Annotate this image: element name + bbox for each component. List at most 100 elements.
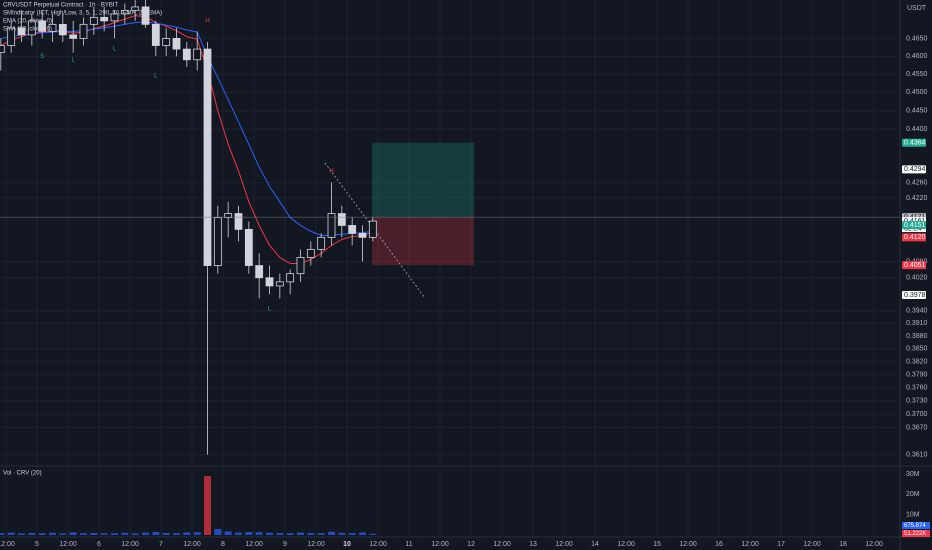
candle-body: [17, 27, 26, 36]
candle-body: [79, 23, 88, 39]
candle-body: [131, 6, 140, 11]
y-tick-label: 0.4600: [906, 53, 928, 60]
volume-bar: [276, 532, 284, 535]
price-tag: [902, 138, 926, 147]
y-tick-label: 0.3760: [906, 384, 928, 391]
price-tag: [902, 165, 926, 174]
y-tick-label: 0.3880: [906, 333, 928, 340]
volume-bar: [297, 532, 304, 535]
candle-body: [120, 9, 129, 15]
candle-body: [38, 20, 47, 32]
candle-body: [182, 48, 191, 61]
volume-tag-label: 51.222K: [904, 531, 926, 537]
price-tag-label: 0.3978: [904, 292, 926, 299]
y-tick-label: 0.4450: [906, 108, 928, 115]
x-tick-label: 12: [467, 541, 475, 548]
x-tick-label: 18: [839, 541, 847, 548]
candle-body: [172, 38, 181, 50]
candle-body: [286, 273, 295, 283]
candle-body: [296, 257, 305, 275]
grid: [0, 0, 900, 537]
candle-body: [224, 213, 233, 218]
y-tick-label: 0.3670: [906, 424, 928, 431]
price-tag: [902, 291, 926, 300]
y-tick-label: 0.4260: [906, 179, 928, 186]
volume-bar: [224, 531, 232, 535]
x-tick-label: 12:00: [431, 541, 449, 548]
volume-bar: [69, 532, 77, 535]
candle-body: [244, 228, 253, 266]
x-tick-label: 11: [405, 541, 412, 548]
symbol: CRVUSDT Perpetual Contract · 1h · BYBIT: [3, 3, 118, 9]
volume-tick-label: 10M: [906, 512, 920, 519]
indicator: SMIndicator (ICT, High/Low, 3, 5, 1, 290…: [3, 11, 162, 17]
x-tick-label: 12:00: [183, 541, 201, 548]
candle-body: [69, 34, 78, 39]
volume-bar: [369, 533, 377, 535]
volume-bar: [142, 532, 149, 535]
candle-body: [110, 13, 119, 22]
swing-label: L: [71, 57, 75, 63]
x-tick-label: 9: [283, 541, 287, 548]
volume-tick-label: 20M: [906, 491, 920, 498]
candle-body: [306, 248, 315, 258]
candle-body: [348, 225, 357, 234]
candle-body: [162, 38, 171, 46]
y-tick-label: 0.4400: [906, 126, 928, 133]
x-tick-label: 10: [343, 541, 351, 548]
x-tick-label: 12:00: [679, 541, 697, 548]
swing-label: L: [113, 47, 117, 53]
volume-bar: [18, 533, 25, 535]
x-tick-label: 12:00: [0, 541, 15, 548]
candle-body: [141, 6, 150, 25]
volume-tag: [902, 530, 930, 537]
indicator: EMA (20, close, 0): [3, 19, 52, 25]
price-tag-label: 0.4364: [904, 140, 926, 147]
volume-bar: [49, 532, 56, 535]
x-tick-label: 12:00: [865, 541, 883, 548]
x-tick-label: 17: [777, 541, 785, 548]
volume-tick-label: 30M: [906, 471, 920, 478]
candle-body: [48, 23, 57, 32]
indicator: SMA (50, close, 0): [3, 27, 52, 33]
currency: USDT: [907, 5, 927, 12]
candle-body: [255, 265, 264, 279]
volume-bar: [80, 533, 87, 535]
price-tag-label: 0.4294: [904, 166, 926, 173]
candle-body: [193, 48, 202, 61]
volume-bar: [204, 476, 211, 535]
volume-bar: [59, 533, 67, 535]
candle-body: [27, 20, 36, 36]
candle-body: [151, 23, 160, 46]
price-tag-label: 0.4120: [904, 234, 926, 241]
take-profit-zone: [372, 142, 474, 218]
volume-bar: [338, 532, 346, 535]
volume-bar: [266, 532, 273, 535]
x-tick-label: 12:00: [59, 541, 77, 548]
volume-bar: [100, 533, 108, 535]
candle-body: [7, 27, 16, 46]
volume-bar: [152, 531, 160, 535]
volume-bar: [307, 532, 315, 535]
y-tick-label: 0.3940: [906, 308, 928, 315]
volume-bar: [0, 533, 5, 535]
volume-bar: [348, 532, 356, 535]
volume-bar: [28, 532, 36, 535]
y-tick-label: 0.3820: [906, 358, 928, 365]
volume-bar: [183, 532, 191, 535]
volume-bar: [245, 531, 253, 535]
x-tick-label: 12:00: [307, 541, 325, 548]
volume-bar: [328, 531, 335, 535]
x-tick-label: 13: [529, 541, 537, 548]
swing-label: L: [268, 306, 272, 312]
x-tick-label: 12:00: [245, 541, 263, 548]
candle-body: [337, 213, 346, 226]
x-tick-label: 12:00: [369, 541, 387, 548]
x-tick-label: 7: [159, 541, 163, 548]
x-tick-label: 12:00: [121, 541, 139, 548]
candle-body: [203, 48, 212, 266]
x-tick-label: 12:00: [803, 541, 821, 548]
y-tick-label: 0.4550: [906, 71, 928, 78]
y-tick-label: 0.3700: [906, 411, 928, 418]
